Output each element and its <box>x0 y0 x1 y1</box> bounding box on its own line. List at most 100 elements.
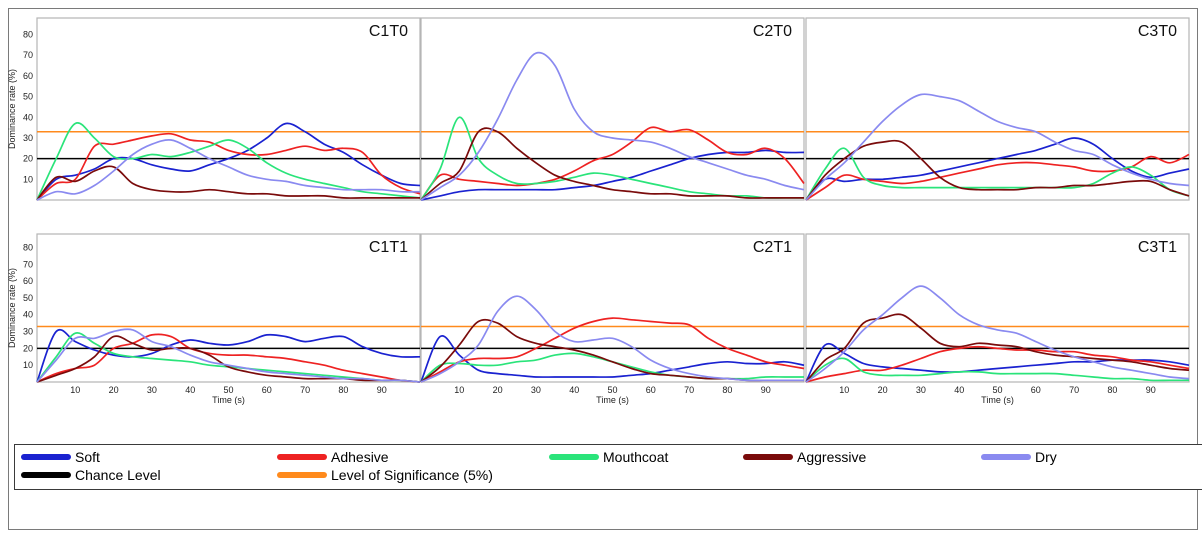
panel-c1t1-x-tick-label: 10 <box>70 385 80 395</box>
panel-c3t0-series-aggressive <box>805 139 1190 201</box>
legend-label-dry: Dry <box>1035 449 1057 465</box>
legend: Soft Adhesive Mouthcoat Aggressive Dry Chance… <box>14 444 1202 490</box>
panel-c1t1-y-tick-label: 10 <box>23 360 33 370</box>
panel-c1t1-x-axis-label: Time (s) <box>212 395 245 405</box>
panel-c3t0-series-dry <box>805 93 1190 201</box>
legend-label-soft: Soft <box>75 449 100 465</box>
legend-swatch-soft <box>21 454 71 460</box>
panel-c1t0-series-soft <box>36 122 421 201</box>
chart-figure: C1T0 10 20 30 40 50 60 70 80 Dominance rate (%) C2… <box>7 17 1190 405</box>
panel-c1t0-y-axis-label: Dominance rate (%) <box>7 69 17 149</box>
panel-c1t1-series-dry <box>36 328 421 383</box>
panel-c3t1-series-dry <box>805 285 1190 383</box>
panel-c1t1-y-tick-label: 80 <box>23 242 33 252</box>
panel-c1t1-y-tick-label: 40 <box>23 310 33 320</box>
panel-c1t1-y-tick-label: 60 <box>23 276 33 286</box>
panel-c2t1-x-tick-label: 70 <box>684 385 694 395</box>
panel-c1t1-plot-area <box>36 233 421 383</box>
panel-c1t1-x-tick-label: 70 <box>300 385 310 395</box>
panel-c3t1-x-tick-label: 10 <box>839 385 849 395</box>
panel-c2t0: C2T0 <box>420 17 805 201</box>
legend-item-chance-level: Chance Level <box>21 467 161 483</box>
legend-item-mouthcoat: Mouthcoat <box>549 449 668 465</box>
panel-c3t1-x-tick-label: 90 <box>1146 385 1156 395</box>
panel-c1t1-x-tick-label: 20 <box>109 385 119 395</box>
panel-c1t1-x-tick-label: 80 <box>338 385 348 395</box>
panel-c1t0: C1T0 10 20 30 40 50 60 70 80 Dominance rate (%) <box>7 17 421 201</box>
panel-c3t1-x-axis-label: Time (s) <box>981 395 1014 405</box>
panel-c3t1-x-tick-label: 60 <box>1031 385 1041 395</box>
panel-c1t1-y-tick-label: 20 <box>23 343 33 353</box>
legend-label-chance-level: Chance Level <box>75 467 161 483</box>
panel-c3t1-x-tick-label: 40 <box>954 385 964 395</box>
panel-c1t0-y-tick-label: 30 <box>23 133 33 143</box>
panel-c1t1-y-tick-label: 50 <box>23 293 33 303</box>
panel-c3t1-x-tick-label: 50 <box>992 385 1002 395</box>
panel-c1t0-y-tick-label: 60 <box>23 71 33 81</box>
legend-swatch-aggressive <box>743 454 793 460</box>
panel-c2t1-x-tick-label: 30 <box>531 385 541 395</box>
panel-c2t0-series-dry <box>420 51 805 201</box>
panel-c1t1-series-adhesive <box>36 333 421 383</box>
panel-c1t0-title: C1T0 <box>369 23 408 40</box>
figure-frame <box>8 8 1198 530</box>
legend-swatch-dry <box>981 454 1031 460</box>
panel-c2t1-x-axis-label: Time (s) <box>596 395 629 405</box>
panel-c2t1-x-tick-label: 60 <box>646 385 656 395</box>
panel-c1t1-title: C1T1 <box>369 239 408 256</box>
panel-c1t0-y-tick-label: 50 <box>23 92 33 102</box>
panel-c1t1-y-tick-label: 30 <box>23 327 33 337</box>
legend-swatch-chance-level <box>21 472 71 478</box>
panel-c1t0-y-tick-label: 80 <box>23 30 33 40</box>
panel-c2t0-series-aggressive <box>420 127 804 201</box>
panel-c3t0: C3T0 <box>805 17 1190 201</box>
panel-c2t1-series-dry <box>420 295 805 383</box>
panel-c2t1-x-tick-label: 40 <box>569 385 579 395</box>
panel-c1t0-series-dry <box>36 139 421 201</box>
panel-c2t1-series-adhesive <box>420 317 805 383</box>
panel-c3t1-x-tick-label: 20 <box>878 385 888 395</box>
panel-c2t1-x-tick-label: 50 <box>607 385 617 395</box>
panel-c2t1-x-tick-label: 20 <box>493 385 503 395</box>
legend-label-aggressive: Aggressive <box>797 449 867 465</box>
panel-c2t1-x-tick-label: 10 <box>454 385 464 395</box>
legend-item-dry: Dry <box>981 449 1057 465</box>
panel-c3t1-series-adhesive <box>805 345 1190 383</box>
panel-c2t1: C2T1 10 20 30 40 50 60 70 80 90 Time (s) <box>420 233 805 405</box>
legend-item-aggressive: Aggressive <box>743 449 866 465</box>
panel-c2t0-title: C2T0 <box>753 23 792 40</box>
panel-c3t1-plot-area <box>805 233 1190 383</box>
panel-c1t0-y-tick-label: 70 <box>23 50 33 60</box>
legend-swatch-mouthcoat <box>549 454 599 460</box>
panel-c3t1-title: C3T1 <box>1138 239 1177 256</box>
panel-c1t1-x-tick-label: 60 <box>262 385 272 395</box>
legend-item-soft: Soft <box>21 449 100 465</box>
legend-label-level-of-significance-5: Level of Significance (5%) <box>331 467 493 483</box>
panel-c1t0-plot-area <box>36 17 421 201</box>
legend-label-mouthcoat: Mouthcoat <box>603 449 669 465</box>
panel-c3t1-x-tick-label: 30 <box>916 385 926 395</box>
panel-c3t1-series-aggressive <box>805 313 1190 383</box>
legend-item-adhesive: Adhesive <box>277 449 389 465</box>
panel-c1t0-series-mouthcoat <box>36 122 421 201</box>
panel-c1t1-x-tick-label: 40 <box>185 385 195 395</box>
panel-c2t1-series-soft <box>420 335 805 383</box>
legend-swatch-adhesive <box>277 454 327 460</box>
panel-c1t1-series-aggressive <box>36 335 421 383</box>
panel-c2t0-plot-area <box>420 17 805 201</box>
panel-c2t0-series-soft <box>420 149 805 201</box>
panel-c3t1-x-tick-label: 80 <box>1107 385 1117 395</box>
panel-c2t1-x-tick-label: 80 <box>722 385 732 395</box>
panel-c2t1-plot-area <box>420 233 805 383</box>
panel-c1t0-series-aggressive <box>36 165 420 201</box>
panel-c3t1-series-mouthcoat <box>805 357 1190 383</box>
panel-c1t1: C1T1 10 20 30 40 50 60 70 80 Dominance rate (%) 10… <box>7 233 421 405</box>
legend-label-adhesive: Adhesive <box>331 449 389 465</box>
panel-c1t0-y-tick-label: 40 <box>23 112 33 122</box>
panel-c1t0-y-tick-label: 10 <box>23 174 33 184</box>
panel-c1t1-x-tick-label: 50 <box>223 385 233 395</box>
panel-c3t0-series-adhesive <box>805 153 1190 201</box>
panel-c1t1-y-tick-label: 70 <box>23 259 33 269</box>
panel-c1t1-x-tick-label: 90 <box>377 385 387 395</box>
panel-c1t0-y-tick-label: 20 <box>23 154 33 164</box>
